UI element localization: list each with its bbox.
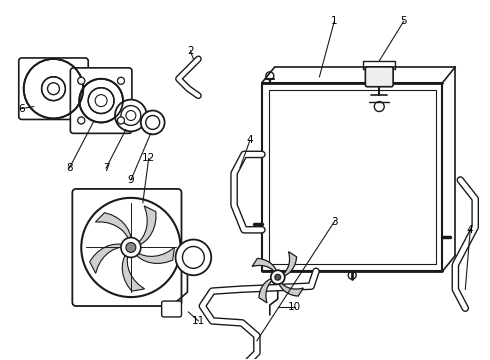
Text: 1: 1 [331,16,338,26]
Polygon shape [283,252,296,276]
Text: 4: 4 [246,135,253,145]
Text: 9: 9 [127,175,134,185]
Circle shape [78,77,85,84]
Circle shape [118,77,124,84]
Text: 5: 5 [400,16,407,26]
Text: 3: 3 [331,217,338,227]
Polygon shape [252,258,277,272]
Text: 7: 7 [103,163,109,173]
Circle shape [78,117,85,124]
Polygon shape [135,247,174,264]
FancyBboxPatch shape [162,301,181,317]
FancyBboxPatch shape [366,67,393,87]
FancyBboxPatch shape [73,189,181,306]
Circle shape [118,117,124,124]
FancyBboxPatch shape [71,68,132,133]
Circle shape [115,100,147,131]
Circle shape [175,239,211,275]
FancyBboxPatch shape [19,58,88,120]
Polygon shape [122,254,145,291]
Text: 6: 6 [19,104,25,113]
Text: 11: 11 [192,316,205,326]
Circle shape [118,77,124,84]
Polygon shape [259,278,272,303]
Polygon shape [90,244,123,273]
Text: 8: 8 [66,163,73,173]
Circle shape [118,117,124,124]
Text: 12: 12 [142,153,155,163]
Circle shape [141,111,165,134]
Circle shape [121,238,141,257]
Polygon shape [96,213,131,240]
Circle shape [126,243,136,252]
Polygon shape [138,206,156,246]
Circle shape [78,77,85,84]
Text: 10: 10 [288,302,301,312]
Circle shape [78,117,85,124]
Text: 2: 2 [187,46,194,56]
Circle shape [275,274,281,280]
Text: 4: 4 [467,225,473,235]
Circle shape [271,270,285,284]
Polygon shape [279,282,303,296]
